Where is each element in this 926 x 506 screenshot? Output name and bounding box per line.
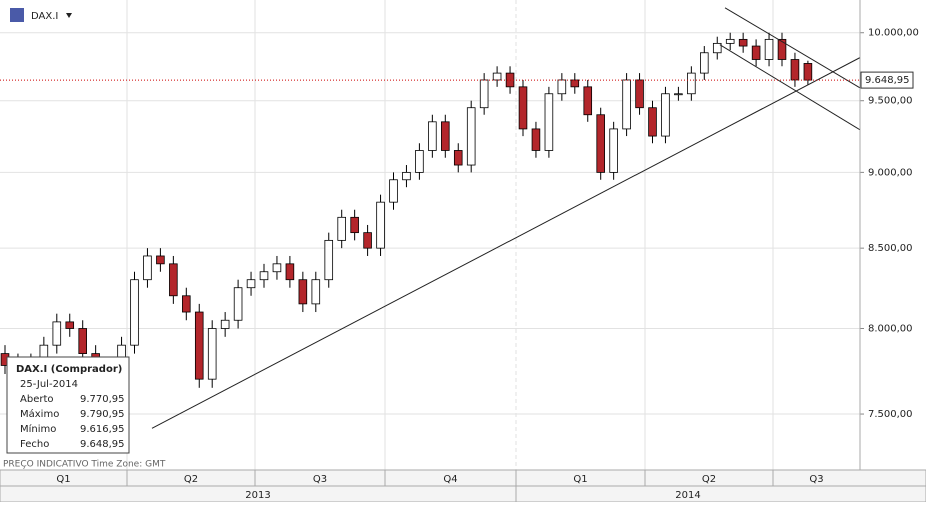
candle-body [479, 79, 489, 109]
quarter-label: Q2 [702, 474, 716, 485]
candle-body [52, 321, 62, 346]
candle-body [194, 311, 204, 380]
tooltip-key: Mínimo [20, 423, 56, 435]
candle-body [272, 263, 282, 273]
candle-body [220, 319, 230, 329]
candle-body [712, 42, 722, 54]
candle-body [648, 107, 657, 137]
candle-body [661, 93, 670, 137]
candle-body [156, 255, 165, 265]
tooltip: DAX.I (Comprador) 25-Jul-2014 Aberto 9.770,… [6, 356, 130, 454]
last-price-label: 9.648,95 [865, 75, 910, 86]
candle-body [415, 150, 424, 173]
trendline [724, 7, 860, 89]
tooltip-key: Aberto [20, 394, 54, 405]
tooltip-value: 9.648,95 [80, 439, 125, 450]
y-tick-label: 10.000,00 [868, 28, 919, 39]
candle-body [402, 171, 411, 181]
candle-body [583, 86, 593, 116]
candle-body [777, 38, 787, 60]
candle-body [233, 287, 243, 321]
quarter-label: Q1 [56, 474, 70, 485]
quarter-label: Q3 [809, 474, 823, 485]
candle-body [453, 150, 463, 166]
quarter-label: Q1 [573, 474, 587, 485]
symbol[interactable]: DAX.I [31, 11, 58, 22]
y-tick-label: 8.500,00 [868, 243, 913, 254]
candle-body [518, 86, 528, 130]
candle-body [428, 121, 437, 151]
candle-body [492, 72, 502, 81]
quarter-label: Q3 [313, 474, 327, 485]
candle-body [298, 279, 308, 305]
footer: PREÇO INDICATIVO Time Zone: GMT [3, 460, 166, 470]
candle-body [596, 114, 605, 173]
candle-body [259, 271, 269, 281]
candle-body [65, 321, 75, 329]
candle-body [700, 52, 709, 74]
year-label: 2014 [675, 490, 700, 501]
y-tick-label: 7.500,00 [868, 409, 913, 420]
candle-body [635, 79, 644, 109]
trendline [151, 57, 860, 429]
candle-body [285, 263, 295, 281]
candle-body [441, 121, 450, 151]
candle-body [389, 179, 398, 203]
candle-body [363, 232, 372, 249]
candle-body [246, 279, 256, 289]
candle-body [182, 295, 191, 313]
tooltip-value: 9.770,95 [80, 394, 125, 405]
quarter-label: Q2 [184, 474, 198, 485]
y-tick-label: 8.000,00 [868, 324, 913, 335]
year-label: 2013 [245, 490, 270, 501]
candle-body [466, 107, 476, 166]
candle-body [544, 93, 554, 151]
tooltip-box [6, 356, 130, 454]
symbol-icon[interactable] [10, 8, 24, 22]
candle-body [609, 128, 618, 173]
candle-body [376, 201, 385, 249]
candle-body [143, 255, 152, 281]
candle-body [803, 63, 813, 81]
candle-body [557, 79, 567, 95]
tooltip-value: 9.616,95 [80, 424, 125, 435]
y-tick-label: 9.500,00 [868, 96, 913, 107]
candle-body [764, 38, 774, 60]
y-tick-label: 9.000,00 [868, 167, 913, 178]
candle-body [687, 72, 696, 95]
last-price-box [860, 71, 914, 89]
candle-body [311, 279, 321, 305]
candle-body [324, 239, 334, 281]
candle-body [751, 45, 761, 60]
tooltip-date: 25-Jul-2014 [20, 379, 78, 390]
tooltip-title: DAX.I (Comprador) [16, 364, 122, 375]
quarter-label: Q4 [443, 474, 457, 485]
candle-body [78, 328, 87, 354]
candle-body [674, 93, 683, 96]
tooltip-key: Máximo [20, 408, 59, 420]
tooltip-value: 9.790,95 [80, 409, 125, 420]
candle-body [570, 79, 580, 88]
tooltip-key: Fecho [20, 439, 49, 450]
candle-body [531, 128, 541, 151]
candle-body [350, 216, 359, 234]
candle-body [738, 38, 748, 47]
candle-body [130, 279, 139, 346]
dropdown-arrow[interactable] [66, 13, 72, 18]
candle-body [790, 59, 800, 81]
candle-body [169, 263, 178, 297]
candle-body [725, 38, 735, 44]
candle-body [622, 79, 631, 130]
candle-body [337, 216, 346, 241]
candle-body [207, 328, 217, 380]
trendline [719, 44, 860, 131]
